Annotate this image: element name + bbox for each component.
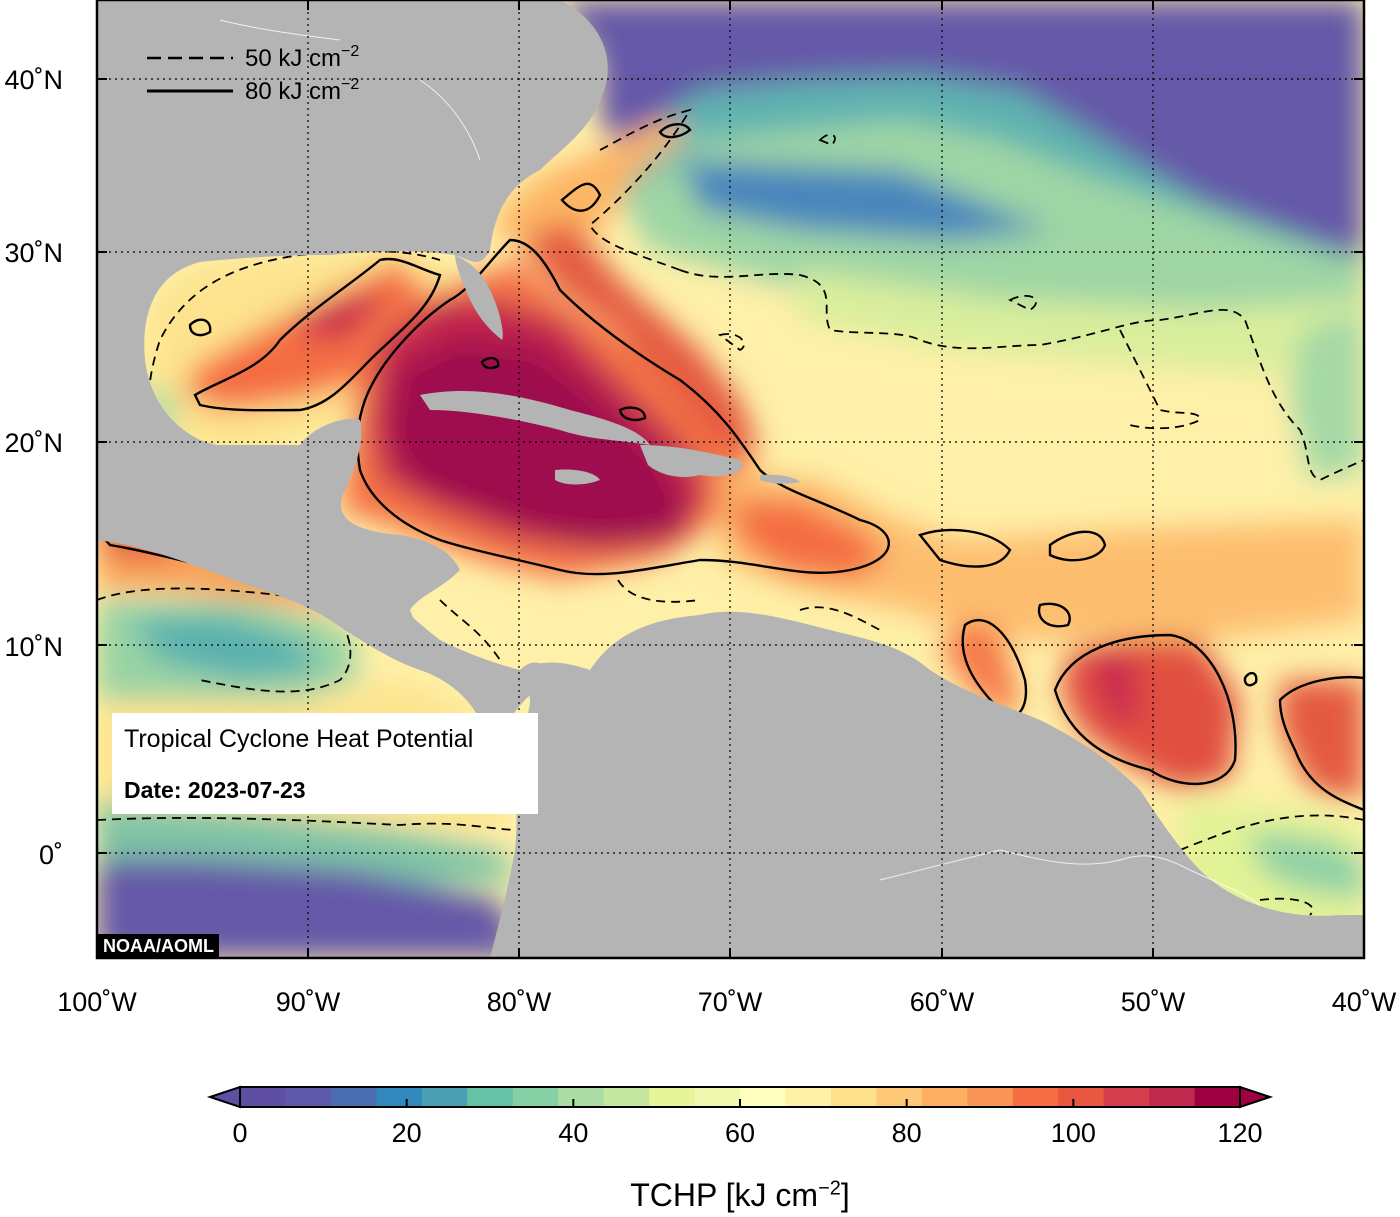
colorbar-segment <box>649 1087 696 1107</box>
colorbar-segment <box>694 1087 741 1107</box>
florida-land <box>455 255 503 340</box>
colorbar-segment <box>785 1087 832 1107</box>
colorbar-segment <box>740 1087 787 1107</box>
hispaniola-land <box>640 445 743 477</box>
lat-label: 20˚N <box>4 428 63 458</box>
legend-dashed-label: 50 kJ cm−2 <box>245 43 359 72</box>
colorbar-segment <box>830 1087 877 1107</box>
credit-badge: NOAA/AOML <box>98 934 219 958</box>
yucatan-land <box>300 418 361 490</box>
legend-solid-label: 80 kJ cm−2 <box>245 76 359 105</box>
south-america-land <box>490 611 1364 958</box>
colorbar-segment <box>330 1087 377 1107</box>
colorbar-segment <box>1103 1087 1150 1107</box>
land-masses <box>97 0 1364 958</box>
colorbar-tick-label: 60 <box>725 1118 755 1148</box>
lat-label: 40˚N <box>4 65 63 95</box>
north-america-land <box>97 0 608 450</box>
colorbar-segments <box>240 1087 1241 1107</box>
colorbar-tick-label: 100 <box>1051 1118 1096 1148</box>
lon-label: 50˚W <box>1121 987 1186 1017</box>
lon-label: 40˚W <box>1332 987 1397 1017</box>
colorbar-under-arrow <box>206 1085 241 1109</box>
colorbar-tick-label: 20 <box>392 1118 422 1148</box>
lon-label: 70˚W <box>698 987 763 1017</box>
colorbar-title-close: ] <box>840 1177 850 1213</box>
jamaica-land <box>555 469 600 485</box>
colorbar-segment <box>1012 1087 1059 1107</box>
lat-label: 10˚N <box>4 632 63 662</box>
colorbar-tick-label: 120 <box>1217 1118 1262 1148</box>
colorbar-tick-label: 80 <box>892 1118 922 1148</box>
colorbar-ticks: 0 20 40 60 80 100 120 <box>232 1099 1263 1148</box>
colorbar-segment <box>1149 1087 1196 1107</box>
lat-labels: 40˚N 30˚N 20˚N 10˚N 0˚ <box>4 65 63 870</box>
lat-label: 0˚ <box>39 840 63 870</box>
contour-legend: 50 kJ cm−2 80 kJ cm−2 <box>147 43 359 105</box>
colorbar-segment <box>240 1087 287 1107</box>
colorbar-segment <box>603 1087 650 1107</box>
mexico-land <box>97 419 560 690</box>
central-america-land <box>97 505 550 720</box>
colorbar: 0 20 40 60 80 100 120 <box>206 1085 1274 1148</box>
colorbar-title: TCHP [kJ cm−2] <box>0 1177 1400 1214</box>
colorbar-title-exponent: −2 <box>818 1177 841 1200</box>
colorbar-segment <box>558 1087 605 1107</box>
colorbar-segment <box>921 1087 968 1107</box>
colorbar-tick-label: 0 <box>232 1118 247 1148</box>
lon-label: 90˚W <box>276 987 341 1017</box>
colorbar-title-main: TCHP [kJ cm <box>630 1177 819 1213</box>
lon-labels: 100˚W 90˚W 80˚W 70˚W 60˚W 50˚W 40˚W <box>57 987 1397 1017</box>
colorbar-over-arrow <box>1239 1085 1274 1109</box>
map-info-box: Tropical Cyclone Heat Potential Date: 20… <box>112 713 538 814</box>
lon-label: 100˚W <box>57 987 137 1017</box>
lat-label: 30˚N <box>4 238 63 268</box>
colorbar-tick-label: 40 <box>558 1118 588 1148</box>
colorbar-segment <box>376 1087 423 1107</box>
colorbar-segment <box>285 1087 332 1107</box>
colorbar-segment <box>876 1087 923 1107</box>
puerto-rico-land <box>760 474 800 484</box>
lon-label: 60˚W <box>910 987 975 1017</box>
colorbar-segment <box>512 1087 559 1107</box>
lon-label: 80˚W <box>487 987 552 1017</box>
map-date: Date: 2023-07-23 <box>124 777 306 803</box>
colorbar-segment <box>1194 1087 1241 1107</box>
colorbar-segment <box>421 1087 468 1107</box>
colorbar-segment <box>967 1087 1014 1107</box>
cuba-land <box>420 390 650 445</box>
map-title: Tropical Cyclone Heat Potential <box>124 725 474 753</box>
colorbar-segment <box>1058 1087 1105 1107</box>
colorbar-segment <box>467 1087 514 1107</box>
